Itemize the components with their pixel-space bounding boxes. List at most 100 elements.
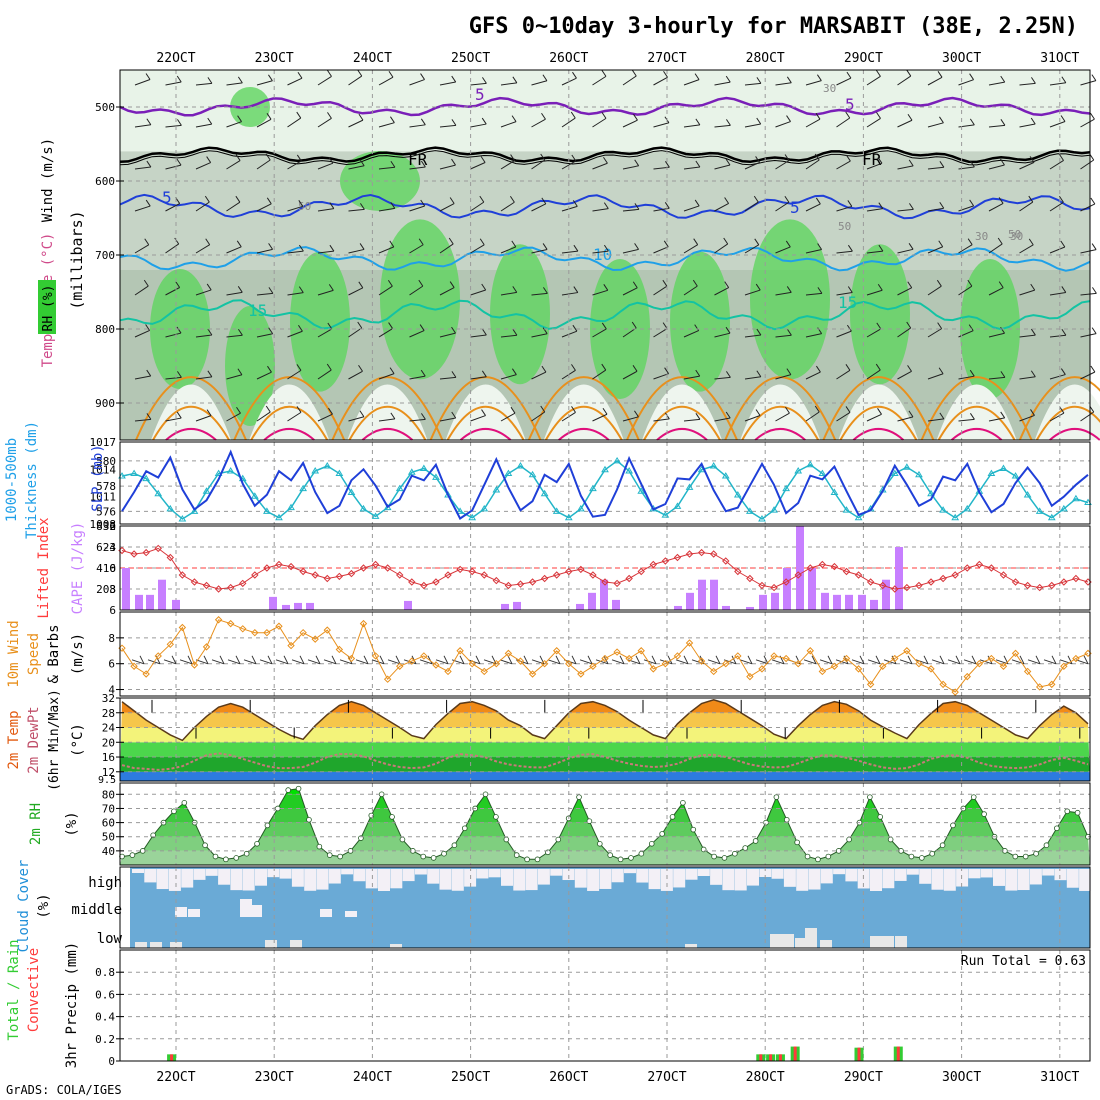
wind-barb-flag [206, 409, 212, 416]
wind-speed-marker [891, 654, 899, 663]
dewpt-line [121, 752, 1089, 771]
cape-tick: 832 [96, 520, 116, 533]
wind-barb-flag [846, 71, 852, 79]
rh-marker [919, 855, 925, 861]
thickness-marker [1059, 504, 1068, 512]
cloud-high-bar [205, 869, 218, 876]
thickness-marker [359, 504, 368, 512]
thickness-marker [492, 485, 501, 493]
wind-barb-flag [908, 410, 914, 418]
thickness-marker [601, 465, 609, 473]
li-marker [891, 585, 899, 593]
rh-marker [1064, 808, 1071, 815]
thickness-marker [902, 463, 911, 470]
rh-marker [680, 799, 686, 806]
wind-barb-flag [633, 113, 638, 121]
cloud-low-bar [782, 934, 794, 948]
thickness-marker [383, 503, 392, 511]
li-marker [927, 578, 935, 586]
wind-barb [683, 330, 699, 338]
wind-barb-flag [390, 412, 396, 420]
wind-10m-barb [435, 659, 449, 665]
wind-barb [1049, 121, 1066, 128]
wind-barb [226, 246, 242, 254]
cloud-high-bar [513, 869, 526, 891]
y-tick-label: 28 [102, 707, 115, 720]
wind-10m-barb-flag [1019, 655, 1025, 665]
wind-10m-barb [307, 659, 321, 665]
wind-barb-flag [756, 77, 762, 84]
wind-barb [958, 375, 975, 380]
wind-barb [958, 205, 974, 212]
wind-barb-flag [725, 158, 731, 166]
thickness-line [121, 459, 1089, 520]
li-marker [734, 567, 742, 576]
contour-label: 5 [475, 85, 485, 104]
wind-barb [348, 370, 363, 380]
wind-10m-barb [739, 659, 753, 665]
wind-barb [958, 330, 974, 338]
wind-barb-flag [420, 73, 425, 80]
wind-barb [653, 328, 668, 338]
wind-barb [1019, 123, 1036, 128]
wind-10m-barb [947, 659, 961, 665]
wind-barb [439, 81, 456, 86]
wind-barb [927, 122, 944, 128]
wind-barb-flag [236, 240, 242, 248]
wind-speed-marker [794, 659, 802, 668]
thickness-marker [432, 473, 440, 480]
wind-barb-flag [298, 286, 304, 293]
wind-barb-flag [694, 324, 700, 331]
wind-barb-flag [786, 328, 792, 336]
wind-speed-marker [444, 667, 452, 676]
rh-marker [285, 787, 291, 793]
li-marker [396, 571, 404, 579]
wind-speed-marker [202, 643, 211, 651]
li-marker [577, 565, 585, 574]
wind-barb-flag [237, 286, 243, 293]
wind-barb [897, 327, 911, 338]
wind-barb-flag [634, 159, 640, 167]
wind-barb-flag [389, 240, 395, 248]
wind-barb-flag [145, 324, 151, 331]
li-tick: 0 [109, 562, 116, 575]
wind-speed-marker [142, 670, 150, 678]
wind-barb [744, 376, 761, 380]
wind-barb-flag [1091, 243, 1097, 250]
wind-barb [653, 246, 669, 254]
wind-10m-barb [131, 659, 145, 665]
wind-barb [836, 412, 851, 422]
bottom-date-label: 29OCT [844, 1070, 883, 1085]
cloud-high-bar [759, 869, 772, 878]
wind-barb-flag [1000, 411, 1006, 419]
wind-barb [531, 203, 547, 212]
rh-marker [181, 799, 188, 806]
wind-barb [195, 334, 212, 338]
wind-barb-flag [205, 238, 211, 246]
thickness-marker [794, 467, 803, 474]
wind-10m-barb [979, 659, 993, 665]
wind-barb-flag [146, 118, 152, 126]
wind10-label-4: (m/s) [70, 633, 86, 675]
cape-bar [858, 594, 866, 610]
wind-barb [409, 79, 425, 86]
wind-barb-flag [387, 279, 393, 287]
wind-barb-flag [360, 203, 365, 210]
rh-marker [721, 855, 728, 861]
rh-marker [846, 836, 852, 843]
li-marker [239, 579, 247, 588]
wind-barb [256, 292, 273, 296]
wind-barb [1080, 333, 1097, 338]
wind-barb [348, 248, 365, 254]
wind-barb-flag [1061, 286, 1067, 293]
wind-10m-barb [243, 659, 257, 665]
wind-barb [927, 418, 944, 422]
isotherm-20 [331, 376, 444, 441]
cape-bar [833, 594, 841, 610]
wind-barb-flag [969, 73, 975, 80]
wind-barb [592, 413, 608, 422]
cloud-high-bar [328, 869, 341, 884]
thickness-marker [915, 470, 923, 478]
wind-barb-flag [175, 281, 181, 288]
wind-speed-marker [999, 662, 1008, 670]
